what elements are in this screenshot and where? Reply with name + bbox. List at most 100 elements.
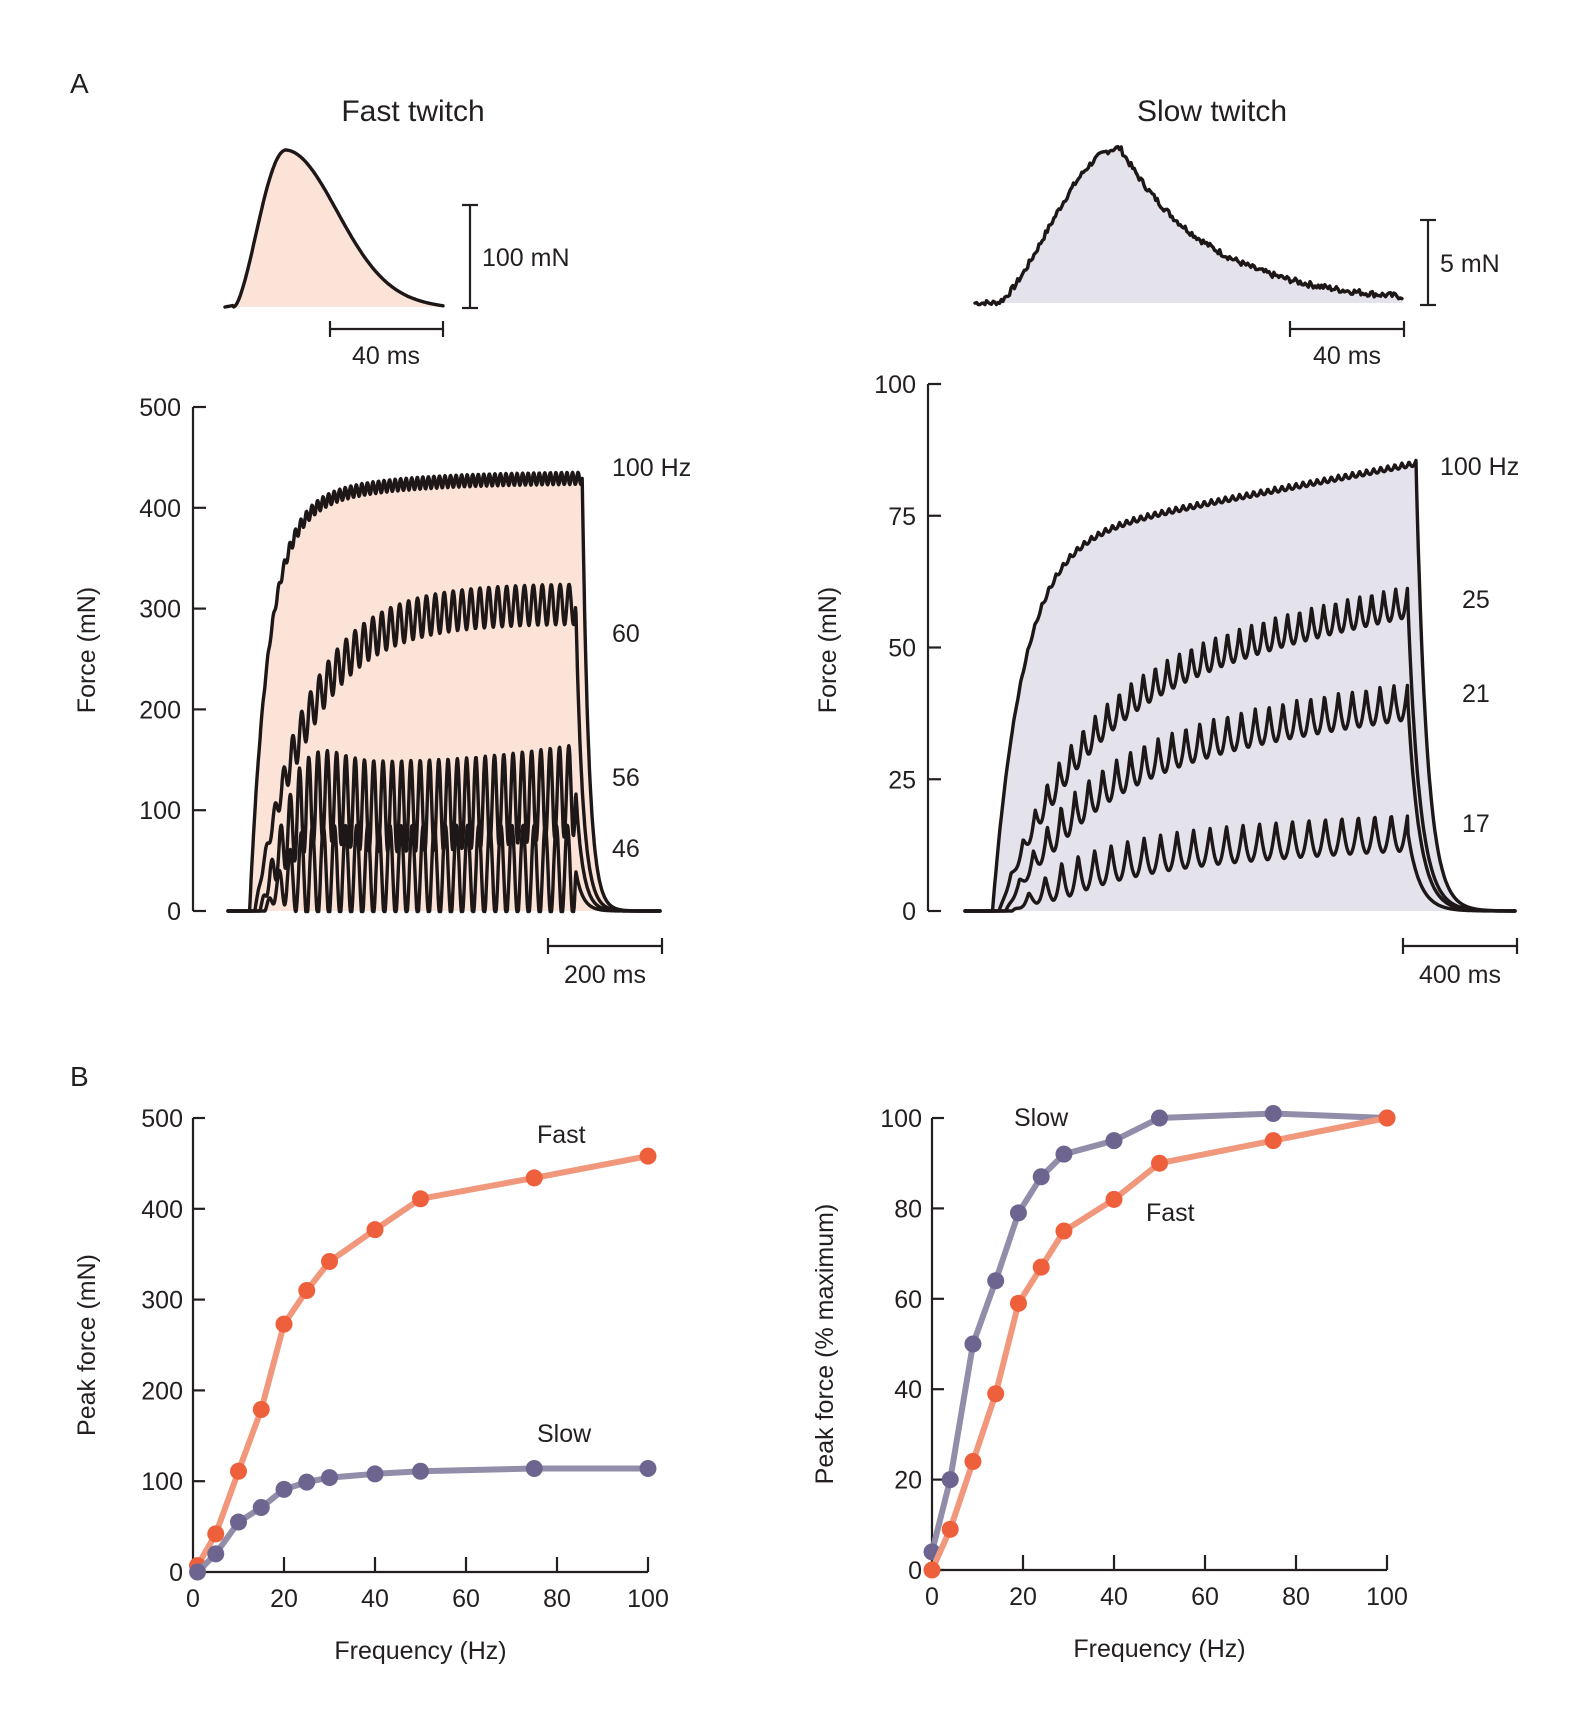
fast-tetanus-plot: 100 Hz 60 56 46 0 100 200 300 400 500 Force (mN)…	[73, 394, 691, 989]
data-point	[207, 1545, 225, 1563]
y-tick-label: 80	[894, 1195, 922, 1223]
slow-twitch-fill	[975, 146, 1402, 305]
x-tick-label: 20	[270, 1585, 298, 1613]
data-point	[412, 1462, 429, 1480]
y-tick-label: 200	[141, 1377, 183, 1405]
data-point	[941, 1471, 959, 1489]
data-point	[1264, 1132, 1282, 1150]
y-axis-label: Peak force (% maximum)	[811, 1204, 839, 1485]
data-point	[321, 1469, 338, 1487]
x-tick-label: 0	[925, 1583, 939, 1611]
trace-label: 21	[1462, 680, 1490, 708]
slow-twitch-title: Slow twitch	[1137, 95, 1287, 128]
data-point	[923, 1561, 941, 1579]
tetanus-trace-60	[226, 582, 662, 913]
trace-label: 17	[1462, 810, 1490, 838]
tetanus-trace-100-hz	[963, 458, 1517, 913]
series-line	[929, 1115, 1388, 1572]
slow-twitch-trace	[973, 144, 1404, 307]
y-tick-label: 25	[888, 766, 916, 794]
y-tick-label: 100	[880, 1105, 922, 1133]
slow-tetanus-fill	[965, 460, 1515, 911]
slow-tetanus-ylabel: Force (mN)	[814, 587, 842, 713]
fast-twitch-title: Fast twitch	[341, 95, 484, 128]
series-slow	[189, 1459, 657, 1581]
fast-time-scale-bar	[328, 321, 445, 337]
data-point	[189, 1563, 207, 1581]
series-label: Fast	[537, 1121, 586, 1149]
data-point	[1032, 1258, 1050, 1276]
x-tick-label: 40	[1100, 1583, 1128, 1611]
series-label: Slow	[537, 1420, 592, 1448]
tetanus-trace-46	[226, 823, 662, 914]
series-label: Slow	[1014, 1104, 1069, 1132]
y-tick-label: 0	[167, 898, 181, 926]
fast-tetanus-time-scale-label: 200 ms	[564, 961, 646, 989]
x-tick-label: 100	[1366, 1583, 1408, 1611]
panel-letter-b: B	[70, 1061, 89, 1092]
fast-single-twitch: 100 mN 40 ms	[223, 148, 570, 370]
data-point	[366, 1465, 384, 1483]
tetanus-trace-21	[963, 683, 1517, 913]
x-tick-label: 20	[1009, 1583, 1037, 1611]
data-point	[366, 1221, 384, 1239]
data-point	[321, 1252, 338, 1270]
fast-tetanus-ylabel: Force (mN)	[73, 587, 101, 713]
trace-label: 56	[612, 764, 640, 792]
y-tick-label: 500	[139, 394, 181, 422]
fast-force-scale-bar	[462, 203, 478, 310]
data-point	[639, 1459, 657, 1477]
y-tick-label: 300	[139, 596, 181, 624]
tetanus-trace-17	[963, 814, 1517, 913]
y-tick-label: 40	[894, 1376, 922, 1404]
trace-label: 46	[612, 835, 640, 863]
y-tick-label: 0	[169, 1559, 183, 1587]
x-axis-label: Frequency (Hz)	[334, 1637, 506, 1665]
y-tick-label: 20	[894, 1467, 922, 1495]
y-tick-label: 60	[894, 1286, 922, 1314]
data-point	[298, 1473, 316, 1491]
data-point	[252, 1499, 270, 1517]
data-point	[275, 1315, 293, 1333]
data-point	[230, 1462, 247, 1480]
slow-force-scale-label: 5 mN	[1440, 250, 1500, 278]
data-point	[1105, 1132, 1123, 1150]
trace-label: 60	[612, 620, 640, 648]
data-point	[1151, 1154, 1168, 1172]
y-tick-label: 100	[139, 797, 181, 825]
x-tick-label: 0	[186, 1585, 200, 1613]
data-point	[987, 1385, 1005, 1403]
data-point	[1009, 1294, 1027, 1312]
slow-time-scale-bar	[1288, 321, 1406, 337]
data-point	[1105, 1190, 1123, 1208]
x-tick-label: 80	[1282, 1583, 1310, 1611]
fast-tetanus-time-scale-bar	[546, 938, 664, 954]
panel-letter-a: A	[70, 68, 89, 99]
data-point	[941, 1520, 959, 1538]
data-point	[1151, 1109, 1168, 1127]
x-tick-label: 100	[627, 1585, 669, 1613]
x-tick-label: 80	[543, 1585, 571, 1613]
data-point	[639, 1147, 657, 1165]
data-point	[964, 1335, 982, 1353]
data-point	[298, 1282, 316, 1300]
y-tick-label: 200	[139, 696, 181, 724]
tetanus-trace-100-hz	[226, 470, 662, 913]
data-point	[1264, 1104, 1282, 1122]
data-point	[1055, 1222, 1073, 1240]
fast-twitch-time-scale-label: 40 ms	[352, 342, 420, 370]
slow-tetanus-time-scale-label: 400 ms	[1419, 961, 1501, 989]
data-point	[207, 1525, 225, 1543]
data-point	[1032, 1168, 1050, 1186]
data-point	[1009, 1204, 1027, 1222]
y-tick-label: 300	[141, 1287, 183, 1315]
data-point	[525, 1169, 543, 1187]
peak-force-absolute-chart: 0 100 200 300 400 500 0 20 40 60 80 100 Frequency (H…	[73, 1105, 669, 1665]
data-point	[412, 1190, 429, 1208]
x-tick-label: 60	[1191, 1583, 1219, 1611]
series-fast	[923, 1109, 1396, 1579]
tetanus-trace-25	[963, 586, 1517, 913]
series-slow	[923, 1104, 1396, 1561]
y-tick-label: 100	[141, 1468, 183, 1496]
